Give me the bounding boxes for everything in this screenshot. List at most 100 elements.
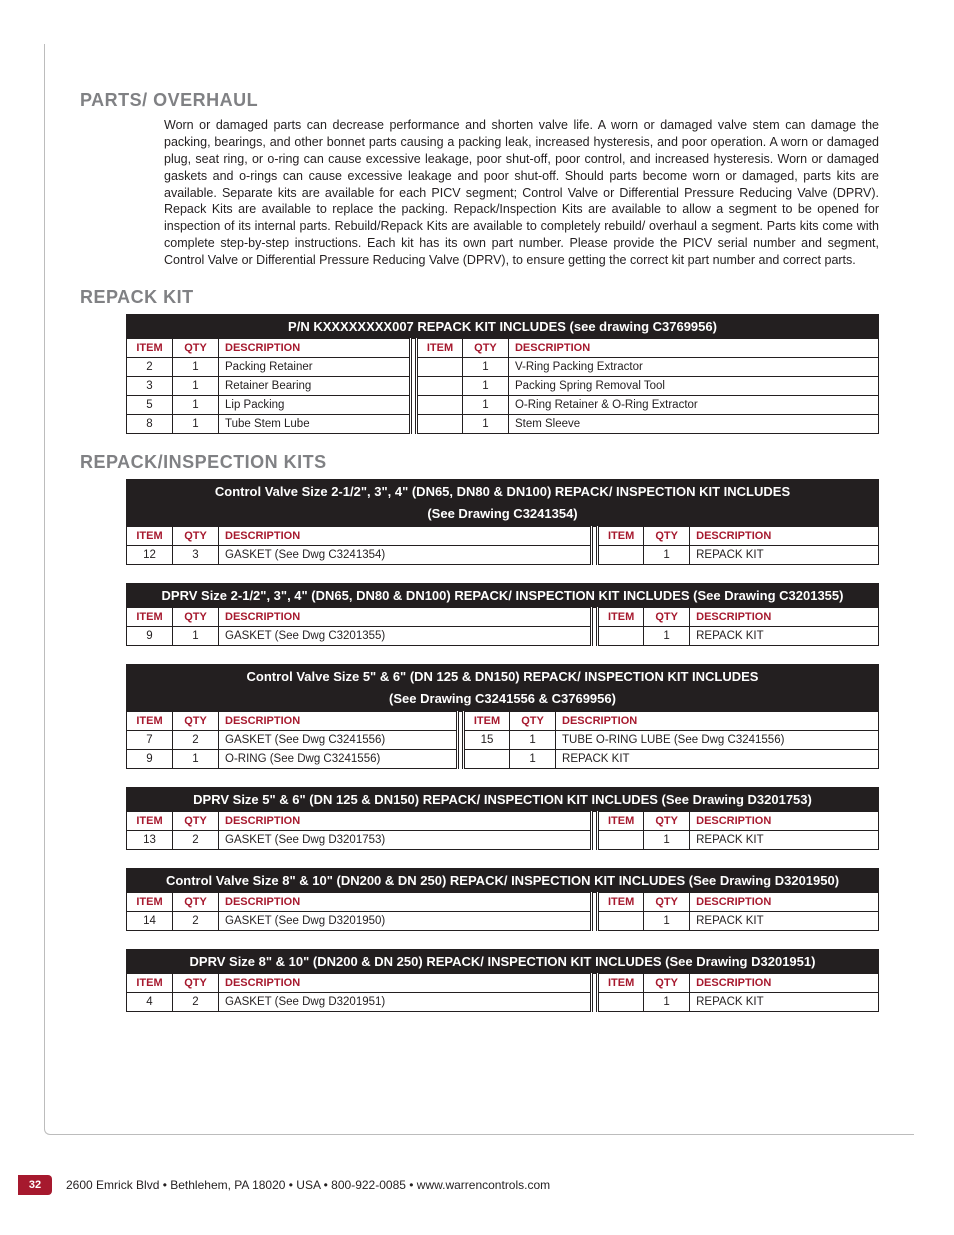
cell-qty: 1	[644, 830, 690, 849]
page-number-tab: 32	[18, 1175, 52, 1195]
cell-item: 14	[127, 911, 173, 930]
heading-parts-overhaul: PARTS/ OVERHAUL	[80, 90, 879, 111]
cell-item: 3	[127, 376, 173, 395]
col-desc: Description	[690, 607, 879, 626]
table-insp-4: DPRV Size 5" & 6" (DN 125 & DN150) REPAC…	[126, 787, 879, 850]
cell-item: 15	[464, 730, 510, 749]
cell-qty: 1	[462, 376, 508, 395]
cell-desc: REPACK KIT	[690, 911, 879, 930]
table-title: Control Valve Size 5" & 6" (DN 125 & DN1…	[127, 664, 879, 688]
footer-text: 2600 Emrick Blvd • Bethlehem, PA 18020 •…	[62, 1178, 550, 1192]
cell-qty: 1	[644, 992, 690, 1011]
cell-qty: 1	[462, 357, 508, 376]
cell-qty: 1	[644, 626, 690, 645]
col-item: Item	[598, 607, 644, 626]
cell-item	[598, 830, 644, 849]
cell-qty: 1	[462, 414, 508, 433]
col-item: Item	[127, 338, 173, 357]
col-desc: Description	[219, 811, 592, 830]
cell-desc: TUBE O-RING LUBE (See Dwg C3241556)	[556, 730, 879, 749]
cell-desc: Packing Spring Removal Tool	[508, 376, 878, 395]
table-insp-2: DPRV Size 2-1/2", 3", 4" (DN65, DN80 & D…	[126, 583, 879, 646]
cell-qty: 2	[173, 730, 219, 749]
col-desc: Description	[219, 338, 411, 357]
cell-item	[416, 376, 462, 395]
col-item: Item	[598, 526, 644, 545]
col-desc: Description	[219, 973, 592, 992]
cell-item	[598, 911, 644, 930]
col-qty: Qty	[173, 338, 219, 357]
cell-desc: Retainer Bearing	[219, 376, 411, 395]
page-content: PARTS/ OVERHAUL Worn or damaged parts ca…	[60, 70, 899, 1012]
parts-overhaul-body: Worn or damaged parts can decrease perfo…	[164, 117, 879, 269]
col-qty: Qty	[173, 811, 219, 830]
col-qty: Qty	[644, 607, 690, 626]
col-item: Item	[598, 973, 644, 992]
cell-desc: GASKET (See Dwg D3201753)	[219, 830, 592, 849]
col-item: Item	[127, 973, 173, 992]
table-row: 42GASKET (See Dwg D3201951)1REPACK KIT	[127, 992, 879, 1011]
cell-desc: Stem Sleeve	[508, 414, 878, 433]
table-title: Control Valve Size 2-1/2", 3", 4" (DN65,…	[127, 479, 879, 503]
col-desc: Description	[690, 892, 879, 911]
cell-desc: REPACK KIT	[556, 749, 879, 768]
cell-item: 5	[127, 395, 173, 414]
col-item: Item	[127, 711, 173, 730]
cell-qty: 1	[173, 376, 219, 395]
cell-qty: 1	[173, 357, 219, 376]
col-desc: Description	[556, 711, 879, 730]
cell-item: 13	[127, 830, 173, 849]
cell-desc: GASKET (See Dwg C3241556)	[219, 730, 458, 749]
cell-item	[598, 992, 644, 1011]
cell-item	[416, 414, 462, 433]
col-qty: Qty	[173, 973, 219, 992]
cell-qty: 2	[173, 911, 219, 930]
table-row: 142GASKET (See Dwg D3201950)1REPACK KIT	[127, 911, 879, 930]
cell-qty: 1	[173, 749, 219, 768]
table-insp-6: DPRV Size 8" & 10" (DN200 & DN 250) REPA…	[126, 949, 879, 1012]
col-item: Item	[127, 811, 173, 830]
cell-item: 9	[127, 626, 173, 645]
cell-qty: 1	[173, 414, 219, 433]
page-footer: 32 2600 Emrick Blvd • Bethlehem, PA 1802…	[0, 1175, 954, 1195]
cell-desc: O-RING (See Dwg C3241556)	[219, 749, 458, 768]
cell-desc: GASKET (See Dwg D3201951)	[219, 992, 592, 1011]
col-desc: Description	[690, 973, 879, 992]
table-row: 91O-RING (See Dwg C3241556)1REPACK KIT	[127, 749, 879, 768]
cell-qty: 1	[173, 626, 219, 645]
col-item: Item	[127, 607, 173, 626]
table-row: 123GASKET (See Dwg C3241354)1REPACK KIT	[127, 545, 879, 564]
cell-item	[416, 357, 462, 376]
col-item: Item	[127, 526, 173, 545]
col-item: Item	[598, 892, 644, 911]
cell-item: 4	[127, 992, 173, 1011]
cell-qty: 1	[173, 395, 219, 414]
table-title: DPRV Size 8" & 10" (DN200 & DN 250) REPA…	[127, 949, 879, 973]
cell-item	[464, 749, 510, 768]
cell-desc: GASKET (See Dwg C3201355)	[219, 626, 592, 645]
table-insp-3: Control Valve Size 5" & 6" (DN 125 & DN1…	[126, 664, 879, 769]
col-qty: Qty	[644, 811, 690, 830]
col-qty: Qty	[173, 892, 219, 911]
cell-desc: REPACK KIT	[690, 626, 879, 645]
col-qty: Qty	[462, 338, 508, 357]
cell-desc: O-Ring Retainer & O-Ring Extractor	[508, 395, 878, 414]
col-desc: Description	[219, 526, 592, 545]
col-qty: Qty	[173, 711, 219, 730]
col-desc: Description	[690, 811, 879, 830]
cell-qty: 2	[173, 830, 219, 849]
table-title: Control Valve Size 8" & 10" (DN200 & DN …	[127, 868, 879, 892]
cell-qty: 2	[173, 992, 219, 1011]
table-title-sub: (See Drawing C3241354)	[127, 503, 879, 526]
cell-item: 7	[127, 730, 173, 749]
col-item: Item	[598, 811, 644, 830]
col-desc: Description	[219, 607, 592, 626]
cell-item	[598, 545, 644, 564]
col-item: Item	[416, 338, 462, 357]
cell-item: 12	[127, 545, 173, 564]
table-row: 132GASKET (See Dwg D3201753)1REPACK KIT	[127, 830, 879, 849]
col-qty: Qty	[644, 973, 690, 992]
col-qty: Qty	[173, 607, 219, 626]
cell-item: 2	[127, 357, 173, 376]
cell-qty: 1	[644, 545, 690, 564]
